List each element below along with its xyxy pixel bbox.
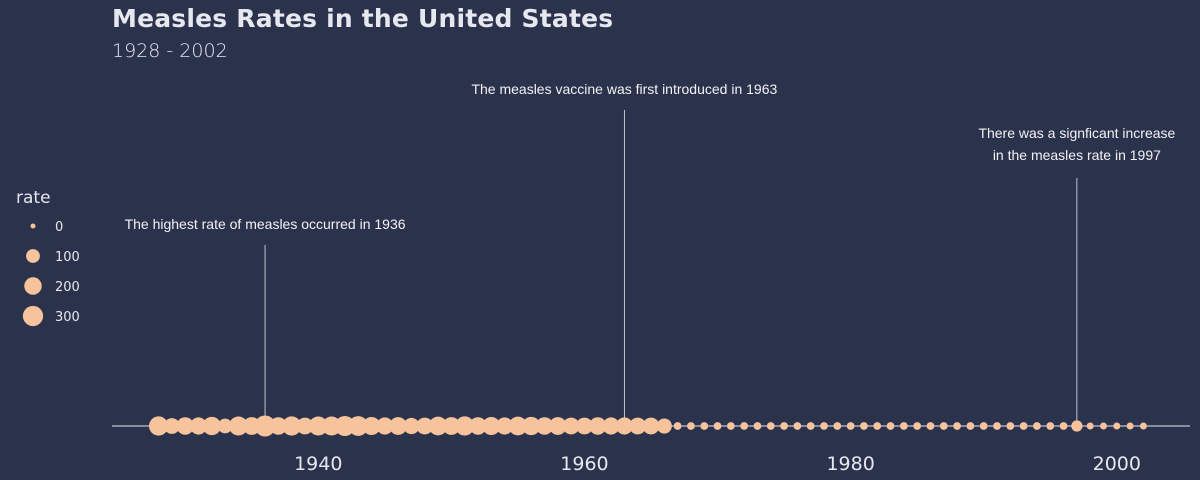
- data-point: [766, 422, 775, 430]
- data-point: [1046, 422, 1055, 430]
- data-point: [254, 415, 276, 437]
- data-point: [562, 417, 580, 435]
- data-point: [806, 422, 815, 430]
- x-tick-labels: 1940 1960 1980 2000: [294, 453, 1141, 475]
- annotation-text: There was a signficant increase: [978, 125, 1175, 141]
- data-point: [833, 422, 842, 430]
- legend-swatch: [26, 249, 40, 263]
- x-tick-label: 1960: [560, 453, 608, 475]
- data-point: [1113, 422, 1121, 430]
- data-point: [780, 422, 788, 430]
- data-point: [389, 417, 408, 435]
- legend-label: 0: [55, 220, 63, 235]
- data-point: [442, 417, 461, 435]
- data-point: [913, 422, 922, 430]
- data-point: [576, 417, 593, 435]
- data-point: [282, 416, 302, 436]
- data-point: [416, 417, 434, 435]
- data-point: [899, 422, 908, 430]
- data-point: [629, 417, 647, 435]
- legend-label: 100: [55, 250, 80, 265]
- annotation-text: in the measles rate in 1997: [993, 147, 1161, 163]
- x-tick-label: 1940: [294, 453, 342, 475]
- x-tick-label: 1980: [826, 453, 874, 475]
- data-point: [793, 422, 802, 430]
- legend-swatch: [24, 277, 42, 295]
- data-point: [496, 417, 514, 435]
- annotation-text: The highest rate of measles occurred in …: [125, 216, 406, 232]
- data-point: [376, 417, 394, 435]
- data-point: [860, 422, 868, 430]
- data-point: [979, 422, 988, 430]
- data-point: [820, 422, 828, 430]
- data-point: [589, 417, 607, 435]
- data-point: [642, 417, 660, 435]
- annotations-layer: The highest rate of measles occurred in …: [125, 81, 1176, 426]
- data-point: [687, 422, 695, 430]
- data-point: [403, 417, 420, 435]
- data-point: [1126, 422, 1134, 430]
- data-point: [1006, 422, 1015, 430]
- legend-label: 300: [55, 310, 80, 325]
- data-point: [428, 416, 448, 436]
- data-point: [966, 422, 975, 430]
- data-point: [993, 422, 1001, 430]
- data-point: [753, 422, 762, 430]
- data-point: [163, 418, 180, 434]
- data-point: [953, 422, 961, 430]
- data-point: [886, 422, 895, 430]
- data-point: [926, 422, 935, 430]
- legend-title: rate: [16, 188, 51, 208]
- legend-swatch: [22, 305, 44, 327]
- points-layer: [148, 415, 1147, 437]
- data-point: [1100, 422, 1107, 430]
- data-point: [548, 417, 567, 435]
- data-point: [673, 422, 682, 430]
- data-point: [228, 416, 248, 436]
- data-point: [176, 417, 194, 435]
- annotation-text: The measles vaccine was first introduced…: [471, 81, 777, 97]
- data-point: [296, 417, 314, 435]
- data-point: [202, 416, 221, 436]
- data-point: [713, 422, 722, 430]
- data-point: [1033, 422, 1041, 430]
- data-point: [726, 422, 735, 430]
- legend-swatch: [30, 223, 36, 229]
- size-legend: rate 0 100 200 300: [16, 188, 80, 327]
- data-point: [700, 422, 709, 430]
- chart-title: Measles Rates in the United States: [112, 4, 614, 33]
- data-point: [1059, 422, 1068, 430]
- data-point: [656, 418, 672, 434]
- data-point: [348, 416, 369, 436]
- data-point: [189, 417, 208, 435]
- data-point: [482, 416, 501, 436]
- data-point: [615, 417, 633, 435]
- data-point: [1071, 420, 1083, 432]
- data-point: [535, 417, 554, 435]
- data-point: [308, 416, 328, 436]
- data-point: [469, 417, 487, 435]
- data-point: [148, 416, 169, 436]
- data-point: [1086, 422, 1094, 430]
- data-point: [269, 417, 288, 435]
- data-point: [362, 416, 381, 436]
- legend-label: 200: [55, 280, 80, 295]
- x-tick-label: 2000: [1093, 453, 1141, 475]
- data-point: [508, 416, 528, 436]
- data-point: [939, 422, 948, 430]
- data-point: [1019, 422, 1028, 430]
- data-point: [873, 422, 882, 430]
- data-point: [455, 416, 475, 436]
- data-point: [1139, 422, 1147, 430]
- data-point: [522, 416, 541, 436]
- chart-subtitle: 1928 - 2002: [112, 40, 228, 62]
- data-point: [602, 417, 620, 435]
- data-point: [740, 422, 749, 430]
- data-point: [217, 418, 233, 434]
- data-point: [846, 422, 855, 430]
